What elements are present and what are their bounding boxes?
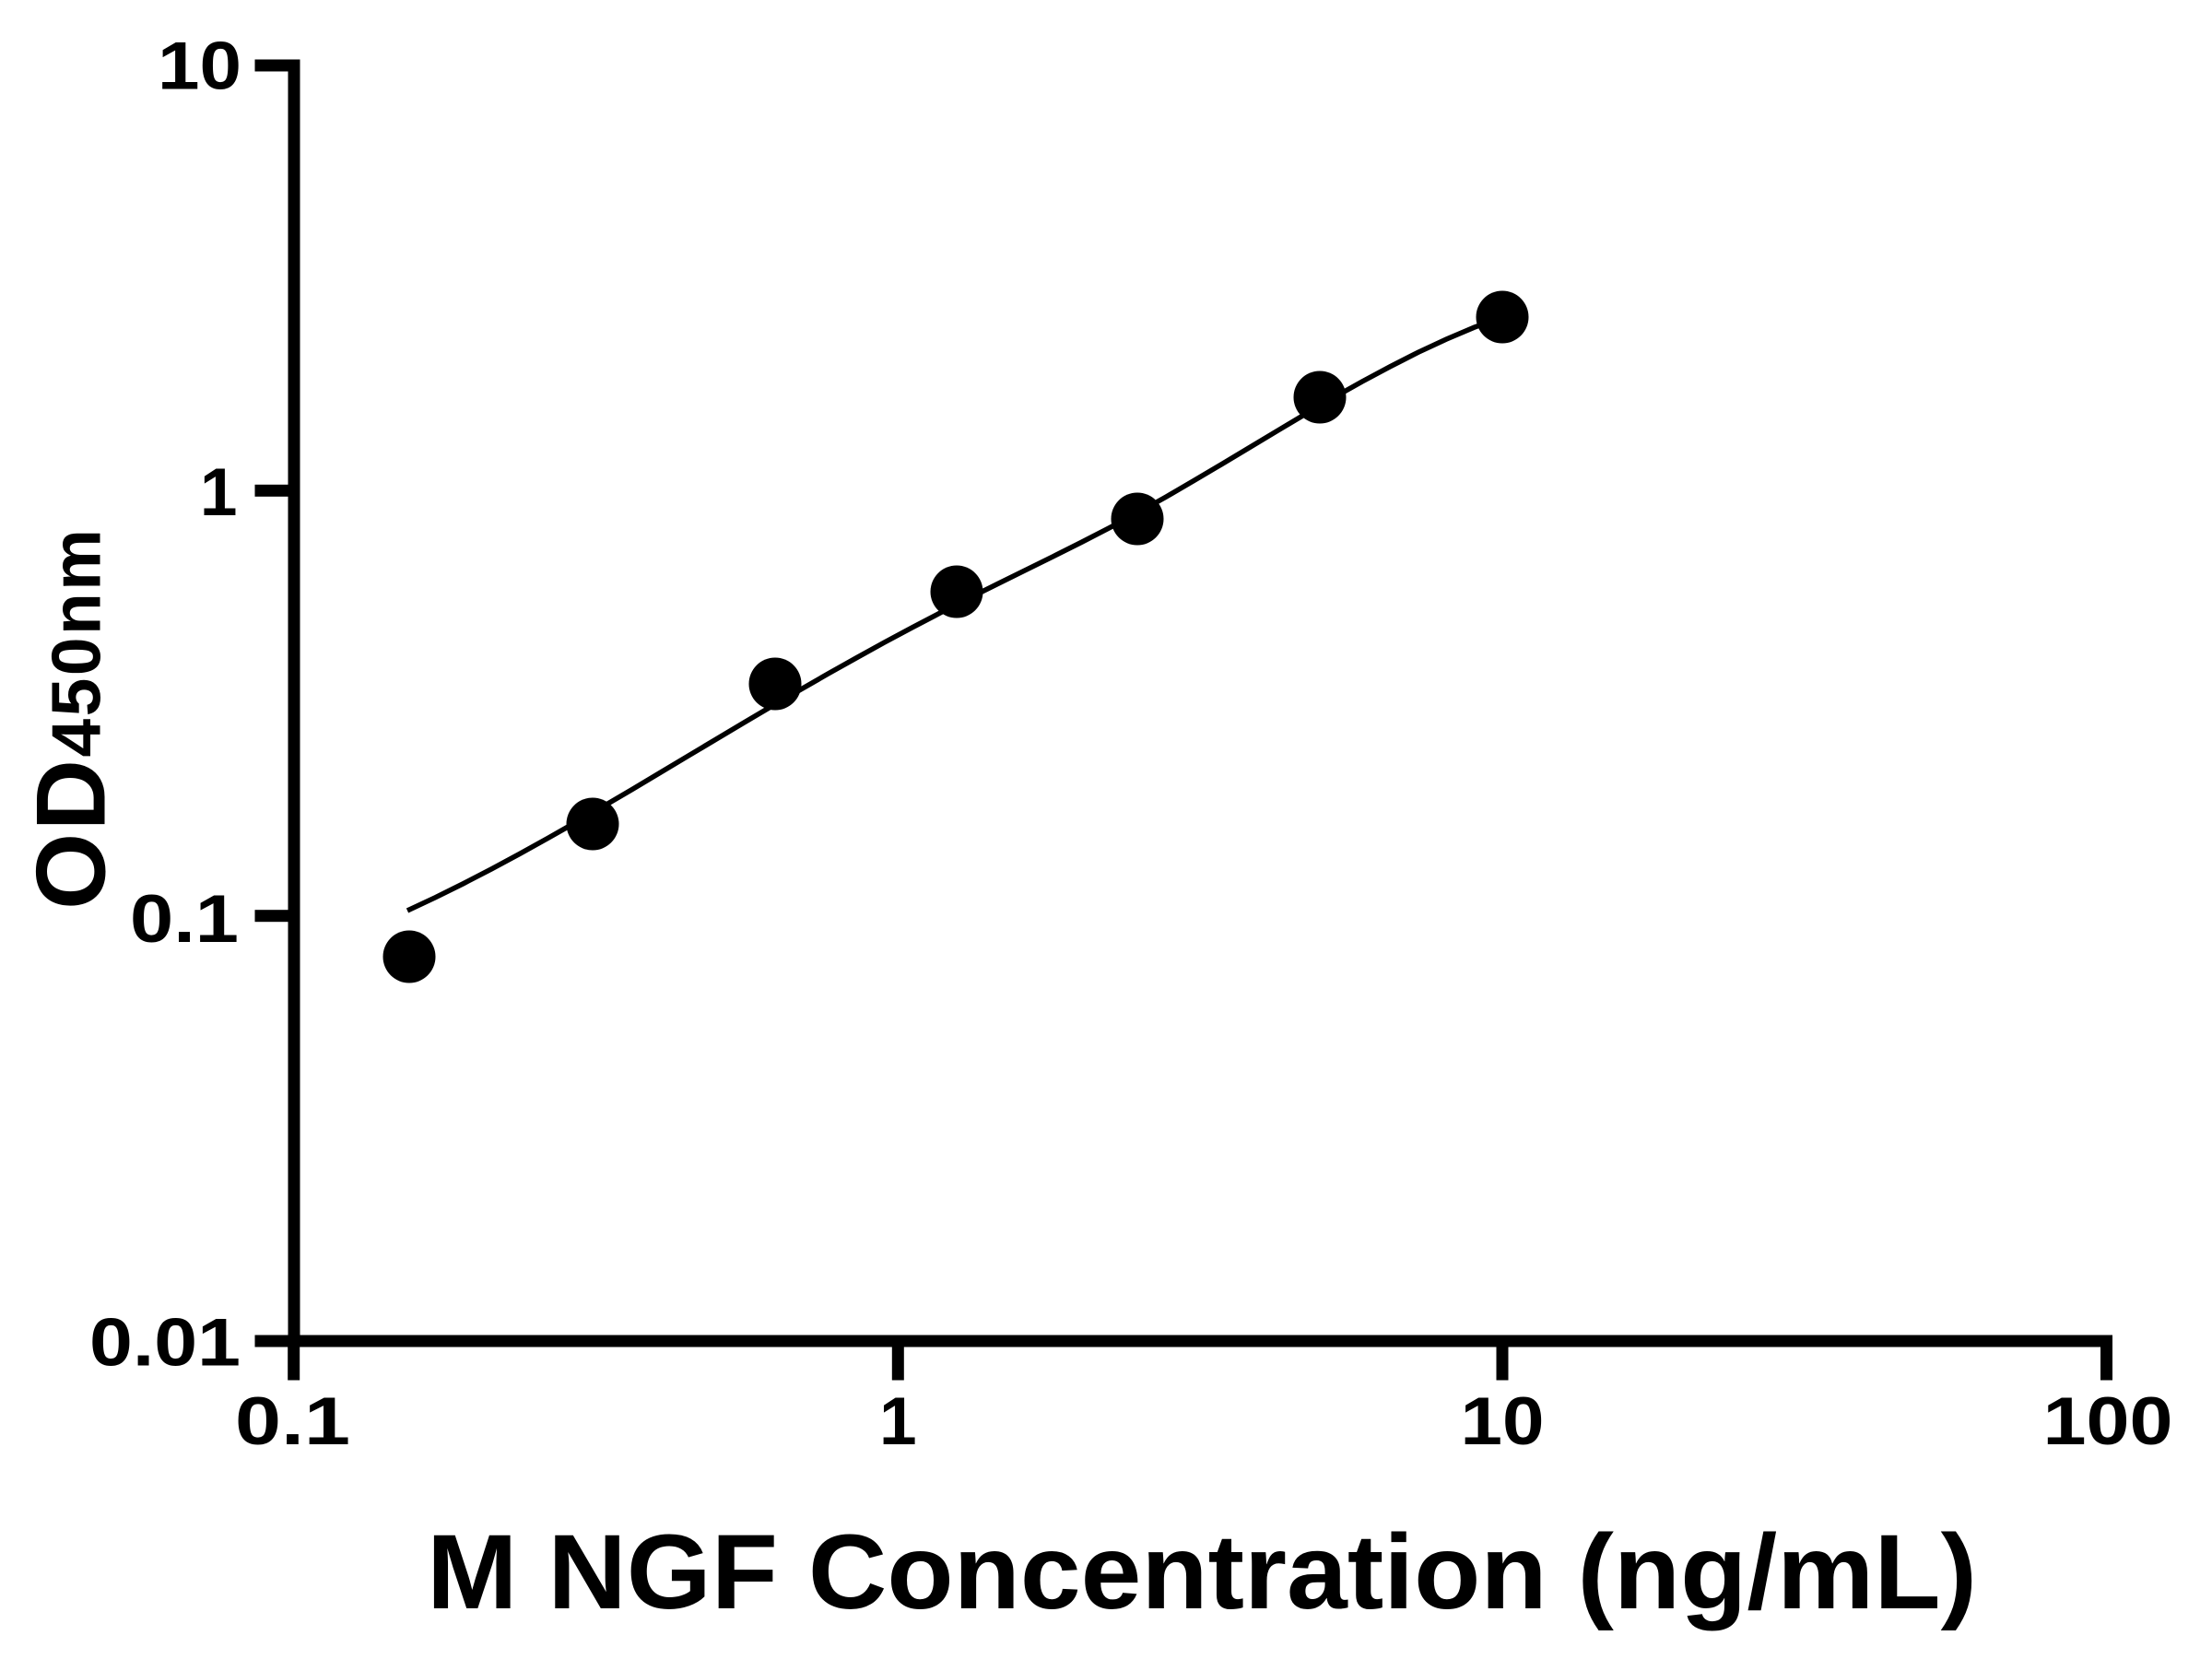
svg-text:0.1: 0.1 bbox=[235, 1384, 350, 1459]
svg-text:100: 100 bbox=[2043, 1384, 2173, 1459]
svg-text:0.01: 0.01 bbox=[89, 1306, 241, 1381]
svg-text:1: 1 bbox=[879, 1384, 917, 1459]
svg-text:10: 10 bbox=[158, 29, 241, 103]
svg-text:0.1: 0.1 bbox=[130, 882, 239, 957]
svg-text:1: 1 bbox=[200, 455, 238, 530]
svg-text:M NGF Concentration (ng/mL): M NGF Concentration (ng/mL) bbox=[427, 1513, 1977, 1631]
svg-text:10: 10 bbox=[1461, 1384, 1545, 1459]
